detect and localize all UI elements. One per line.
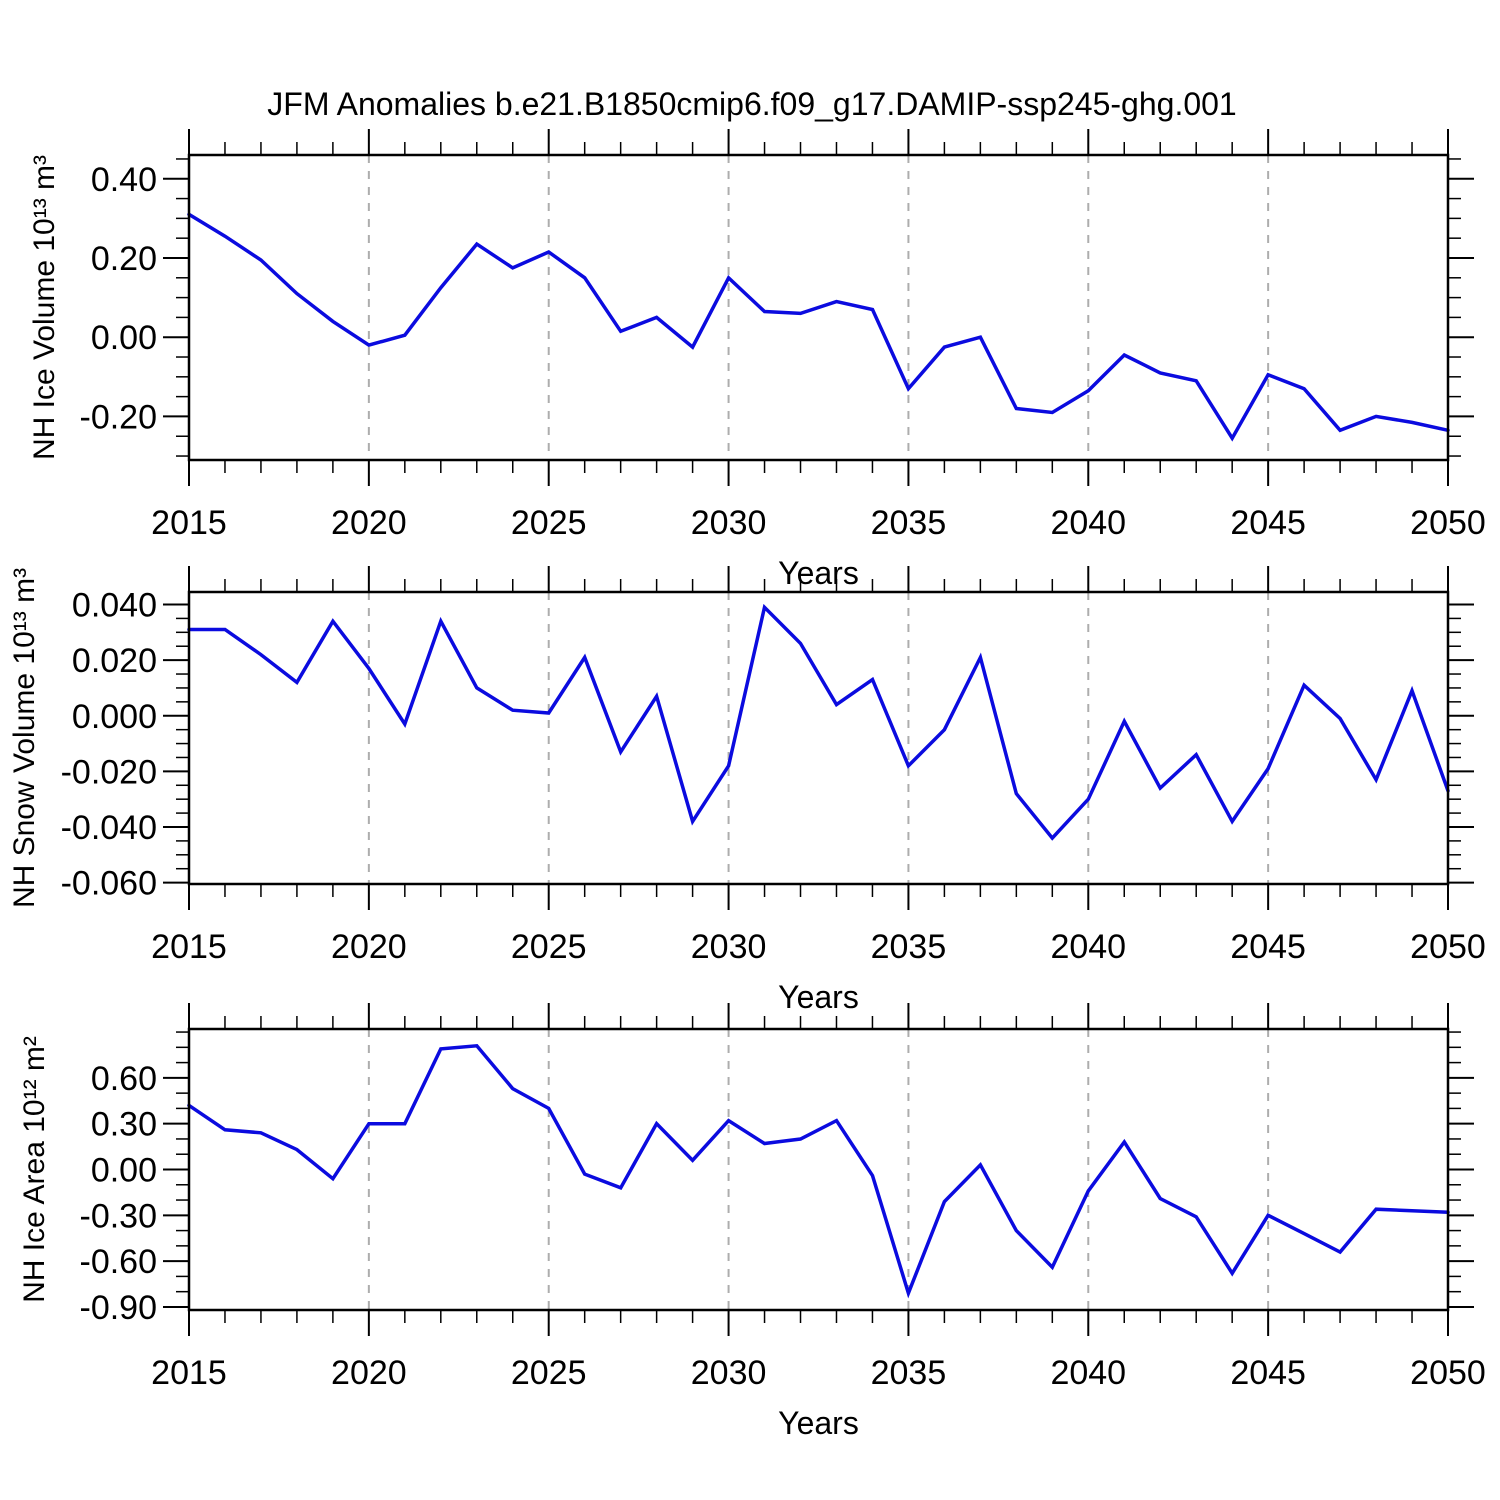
- gridlines: [367, 155, 1270, 460]
- x-tick-label: 2020: [331, 928, 407, 966]
- x-tick-label: 2025: [511, 928, 587, 966]
- x-tick-label: 2045: [1230, 1354, 1306, 1392]
- x-axis-ticks: [188, 129, 1449, 486]
- x-tick-label: 2050: [1410, 928, 1486, 966]
- y-axis-title: NH Snow Volume 10¹³ m³: [8, 568, 41, 908]
- x-tick-label: 2035: [871, 1354, 947, 1392]
- x-tick-label: 2020: [331, 504, 407, 542]
- plot-box: [187, 590, 1450, 886]
- y-tick-label: 0.00: [91, 1152, 157, 1190]
- chart-title: JFM Anomalies b.e21.B1850cmip6.f09_g17.D…: [267, 86, 1237, 122]
- y-tick-label: 0.00: [91, 319, 157, 357]
- y-axis-title: NH Ice Volume 10¹³ m³: [28, 155, 61, 460]
- y-tick-label: -0.20: [80, 398, 158, 436]
- panel-nh-snow-volume: 2015 2020 2025 2030 2035 2040 2045 2050 0.040 0.0…: [8, 566, 1486, 1015]
- data-line-nh-ice-area: [187, 1043, 1450, 1299]
- y-axis-ticks: [163, 603, 1474, 884]
- data-line-nh-snow-volume: [187, 603, 1450, 841]
- x-axis-title: Years: [778, 979, 859, 1015]
- gridlines: [367, 592, 1270, 884]
- y-tick-label: 0.30: [91, 1106, 157, 1144]
- x-tick-label: 2035: [871, 504, 947, 542]
- x-tick-label: 2040: [1050, 928, 1126, 966]
- x-tick-label: 2040: [1050, 1354, 1126, 1392]
- x-tick-label: 2025: [511, 1354, 587, 1392]
- plot-box: [187, 153, 1450, 462]
- gridlines: [367, 1029, 1270, 1310]
- x-axis-ticks: [188, 1003, 1449, 1336]
- x-tick-label: 2040: [1050, 504, 1126, 542]
- x-tick-label: 2020: [331, 1354, 407, 1392]
- x-axis-title: Years: [778, 1405, 859, 1441]
- x-tick-label: 2030: [691, 1354, 767, 1392]
- y-axis-ticks: [163, 158, 1474, 457]
- x-tick-label: 2045: [1230, 504, 1306, 542]
- y-tick-label: 0.40: [91, 161, 157, 199]
- data-line-nh-ice-volume: [187, 212, 1450, 442]
- x-tick-label: 2015: [151, 1354, 227, 1392]
- plot-box: [187, 1027, 1450, 1312]
- x-tick-label: 2025: [511, 504, 587, 542]
- x-tick-label: 2050: [1410, 1354, 1486, 1392]
- y-axis-title: NH Ice Area 10¹² m²: [18, 1036, 51, 1303]
- x-tick-label: 2030: [691, 928, 767, 966]
- y-tick-label: 0.020: [72, 642, 157, 680]
- y-tick-label: 0.20: [91, 240, 157, 278]
- y-tick-label: 0.60: [91, 1060, 157, 1098]
- y-tick-label: -0.020: [61, 753, 157, 791]
- x-axis-ticks: [188, 566, 1449, 910]
- x-tick-label: 2035: [871, 928, 947, 966]
- x-axis-title: Years: [778, 555, 859, 591]
- panel-nh-ice-volume: 2015 2020 2025 2030 2035 2040 2045 2050 0.40 0.20…: [28, 129, 1486, 591]
- y-tick-label: 0.000: [72, 698, 157, 736]
- x-tick-label: 2045: [1230, 928, 1306, 966]
- y-tick-label: 0.040: [72, 587, 157, 625]
- y-tick-label: -0.90: [80, 1289, 158, 1327]
- x-tick-label: 2030: [691, 504, 767, 542]
- y-tick-label: -0.040: [61, 809, 157, 847]
- x-tick-label: 2015: [151, 504, 227, 542]
- y-tick-label: -0.60: [80, 1243, 158, 1281]
- x-tick-label: 2050: [1410, 504, 1486, 542]
- panel-nh-ice-area: 2015 2020 2025 2030 2035 2040 2045 2050 0.60 0.30…: [18, 1003, 1486, 1441]
- y-tick-label: -0.060: [61, 865, 157, 903]
- y-tick-label: -0.30: [80, 1197, 158, 1235]
- x-tick-label: 2015: [151, 928, 227, 966]
- y-axis-ticks: [163, 1031, 1474, 1308]
